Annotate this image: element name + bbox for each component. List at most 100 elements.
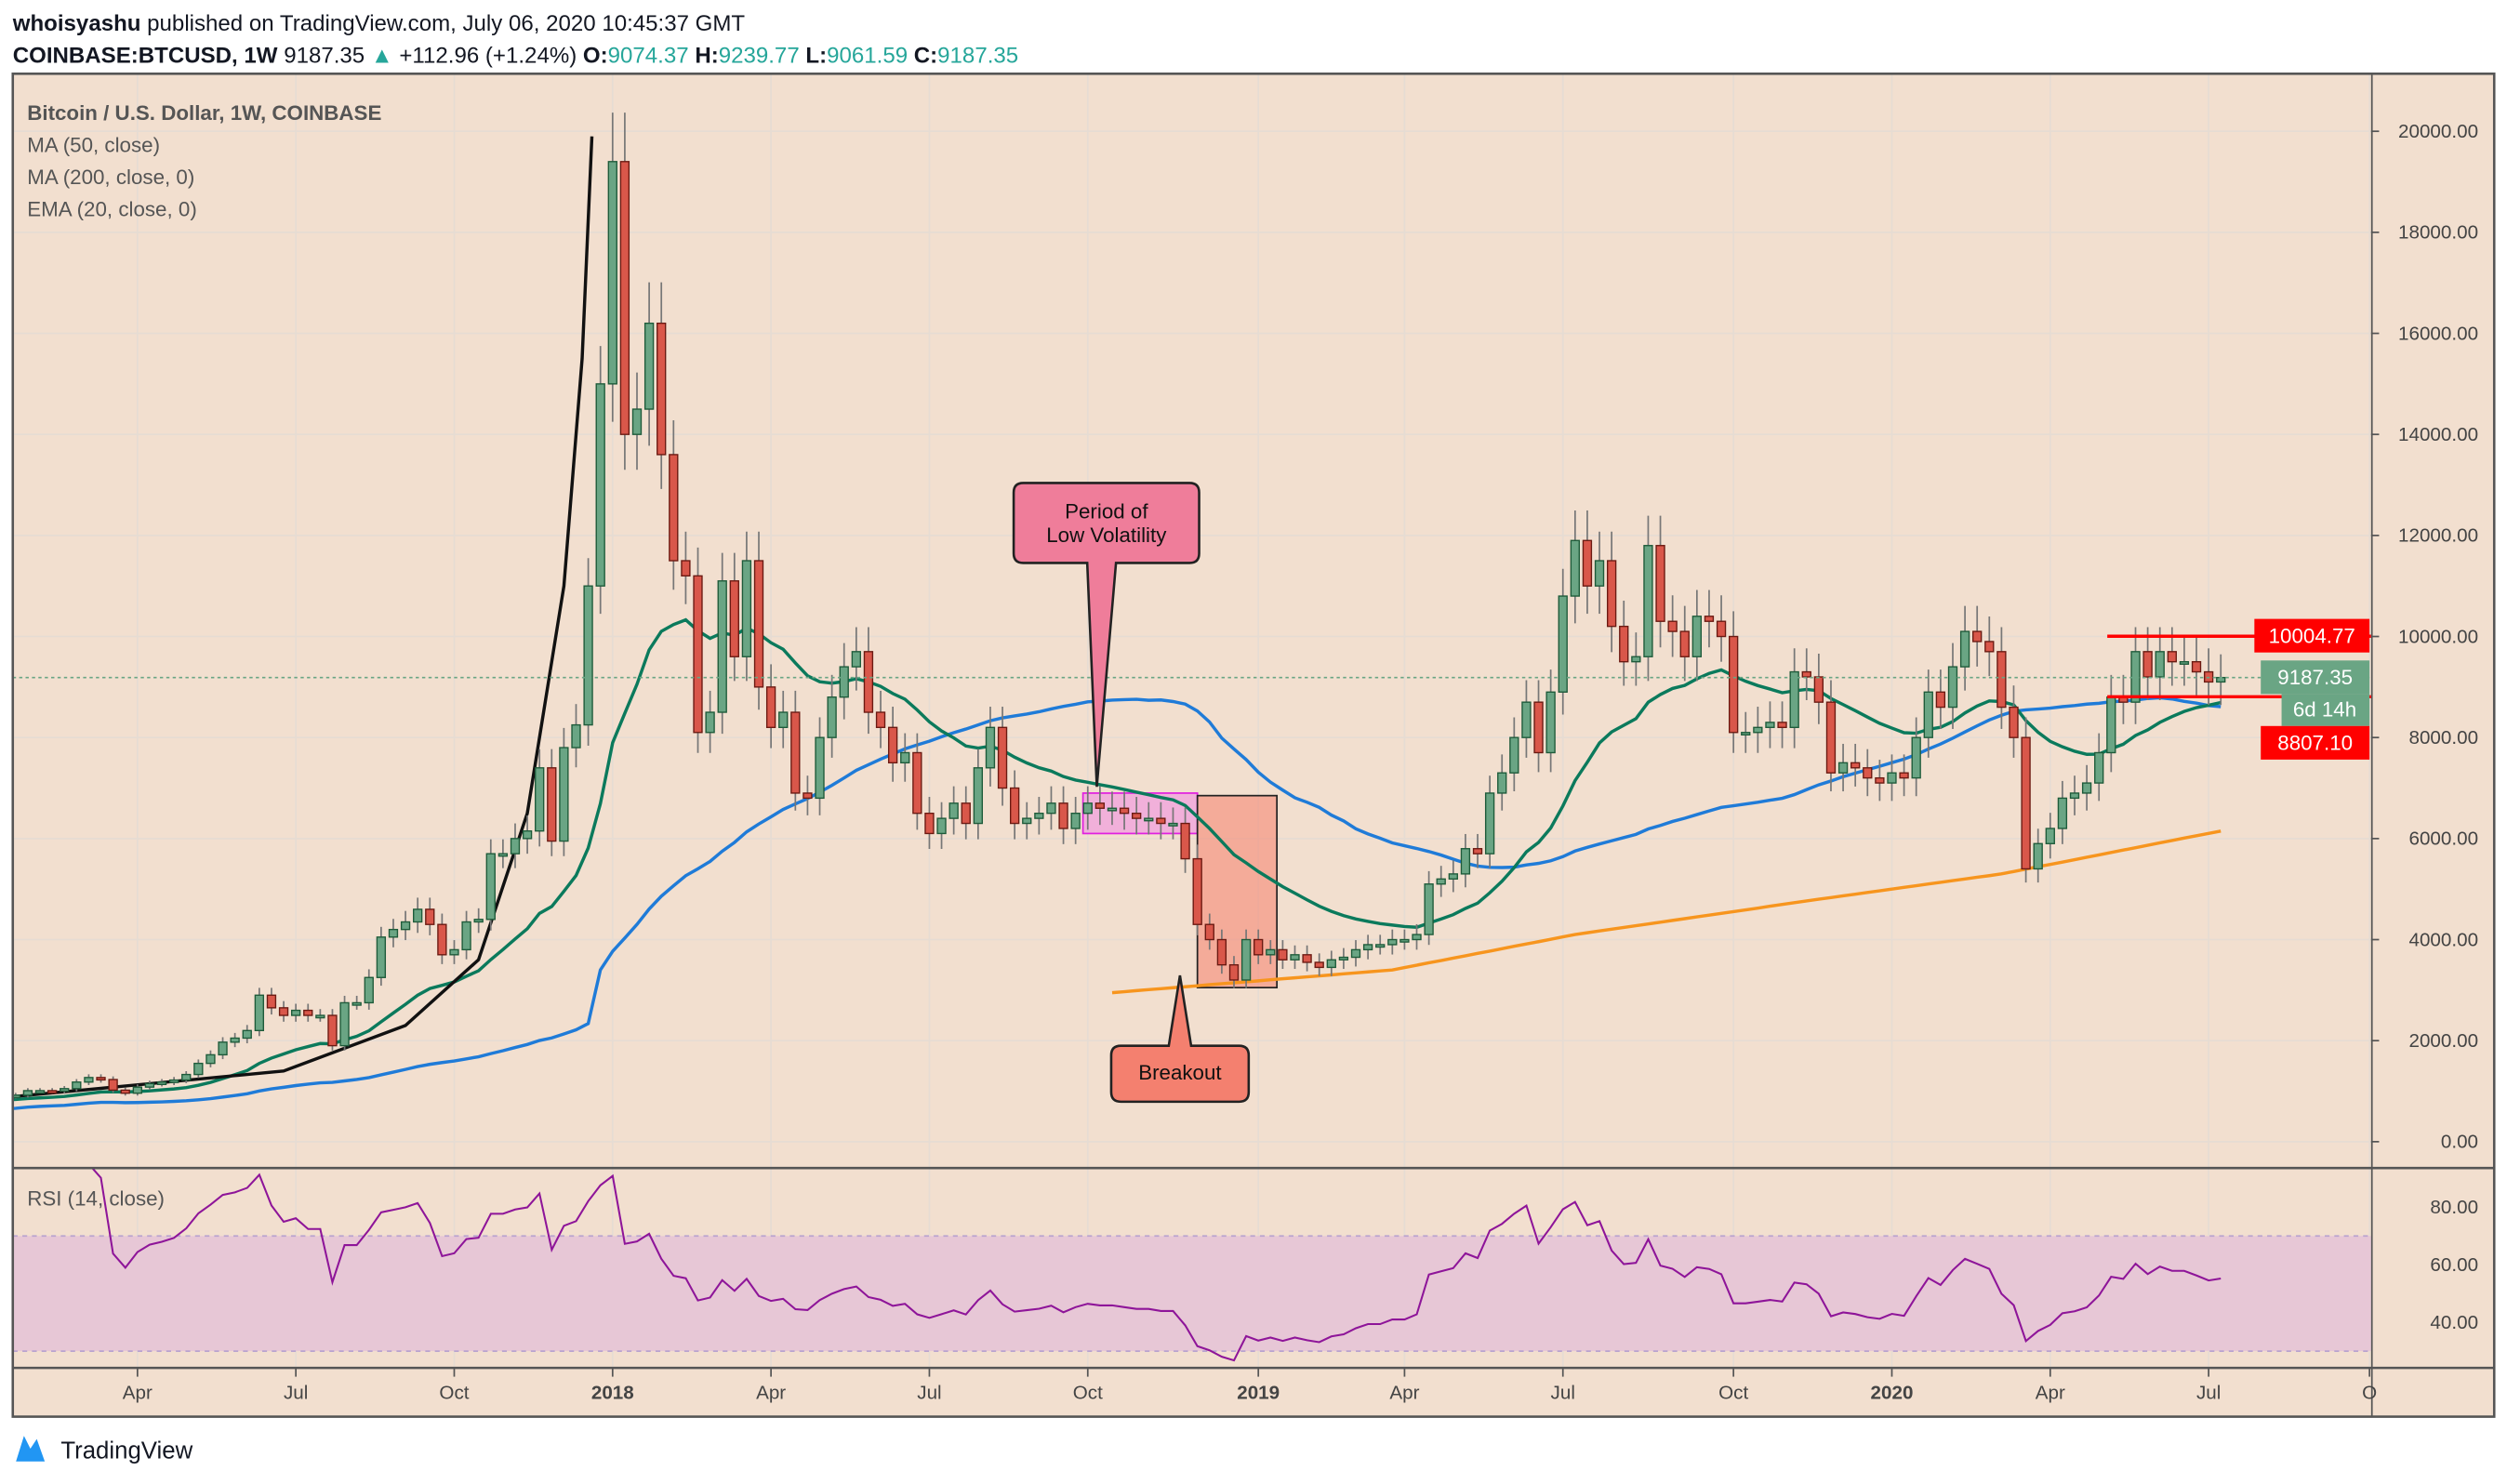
- candle-down: [1863, 767, 1873, 779]
- legend-ma200[interactable]: MA (200, close, 0): [27, 166, 194, 189]
- rsi-tick-label: 40.00: [2430, 1312, 2478, 1333]
- candle-down: [1254, 938, 1264, 956]
- candle-down: [1533, 701, 1544, 754]
- candle-down: [1472, 848, 1483, 855]
- candle-down: [1825, 701, 1837, 774]
- legend-rsi[interactable]: RSI (14, close): [27, 1187, 165, 1211]
- candle-up: [218, 1041, 228, 1056]
- candle-up: [485, 853, 496, 921]
- rsi-tick-label: 60.00: [2430, 1254, 2478, 1276]
- candle-up: [1144, 817, 1154, 822]
- price-label-last: 9187.35: [2261, 660, 2370, 695]
- candle-up: [973, 767, 984, 825]
- candle-up: [1789, 670, 1799, 729]
- candle-down: [1216, 938, 1227, 966]
- candle-down: [753, 560, 764, 688]
- candle-up: [388, 928, 399, 938]
- candle-up: [1240, 938, 1252, 981]
- symbol[interactable]: COINBASE:BTCUSD, 1W: [13, 43, 278, 68]
- price-tick-label: 2000.00: [2408, 1030, 2478, 1052]
- candle-down: [1192, 857, 1202, 925]
- low-volatility-callout: Period of Low Volatility: [1012, 482, 1200, 788]
- publish-info: whoisyashu published on TradingView.com,…: [12, 11, 746, 36]
- legend-ma50[interactable]: MA (50, close): [27, 134, 160, 157]
- candle-down: [961, 802, 971, 825]
- candle-up: [1484, 792, 1495, 855]
- change: +112.96 (+1.24%): [399, 43, 577, 68]
- candle-down: [790, 711, 801, 794]
- candle-down: [2142, 651, 2153, 678]
- candle-up: [132, 1086, 142, 1094]
- chart-background: [12, 73, 2495, 1417]
- up-arrow-icon: ▲: [371, 43, 393, 68]
- price-tick-label: 8000.00: [2408, 727, 2478, 749]
- candle-up: [290, 1009, 301, 1016]
- candle-up: [1911, 736, 1921, 779]
- symbol-info: COINBASE:BTCUSD, 1W 9187.35 ▲ +112.96 (+…: [13, 43, 1018, 68]
- candle-up: [12, 1094, 20, 1099]
- candle-down: [46, 1090, 58, 1094]
- time-tick-label: Oct: [1718, 1383, 1748, 1404]
- breakout-text: Breakout: [1138, 1061, 1222, 1084]
- candle-up: [1460, 848, 1471, 875]
- candle-down: [1996, 651, 2007, 709]
- candle-down: [2191, 660, 2202, 673]
- candle-up: [352, 1001, 362, 1006]
- candle-up: [144, 1082, 155, 1088]
- candle-down: [547, 767, 557, 842]
- tradingview-logo[interactable]: TradingView: [16, 1436, 193, 1464]
- author-name[interactable]: whoisyashu: [12, 11, 141, 36]
- parabolic-curve: [12, 136, 594, 1099]
- candle-down: [120, 1089, 130, 1094]
- candle-up: [741, 560, 752, 657]
- candle-up: [193, 1062, 204, 1076]
- publish-text: published on TradingView.com, July 06, 2…: [147, 11, 745, 36]
- rsi-line: [91, 1169, 2222, 1362]
- candle-up: [1362, 944, 1373, 951]
- candle-down: [729, 580, 739, 657]
- candle-up: [1959, 630, 1970, 668]
- candle-down: [887, 726, 898, 764]
- candle-up: [1448, 873, 1458, 881]
- time-tick-label: Jul: [2196, 1383, 2221, 1404]
- candle-up: [839, 666, 849, 698]
- candle-up: [2081, 782, 2092, 794]
- candle-down: [1009, 787, 1020, 825]
- candle-down: [1180, 822, 1190, 860]
- candle-down: [765, 686, 776, 729]
- price-axis[interactable]: 0.00 2000.00 4000.00 6000.00 8000.00 10000.00…: [2370, 121, 2478, 1153]
- candle-down: [1801, 670, 1811, 678]
- candle-up: [559, 747, 569, 842]
- candle-down: [619, 161, 630, 435]
- candle-down: [327, 1014, 338, 1047]
- candle-up: [1887, 772, 1897, 784]
- candle-up: [1545, 691, 1556, 754]
- candle-up: [631, 408, 643, 435]
- price-tick-label: 14000.00: [2398, 424, 2478, 445]
- candle-down: [803, 792, 813, 800]
- legend-ema20[interactable]: EMA (20, close, 0): [27, 197, 197, 220]
- candle-up: [339, 1001, 350, 1047]
- candle-up: [1837, 762, 1849, 774]
- candle-down: [2009, 706, 2019, 738]
- time-axis[interactable]: Apr Jul Oct 2018 Apr Jul Oct 2019 Apr Jul Oct 2020 A…: [123, 1369, 2377, 1404]
- support-label: 8807.10: [2277, 732, 2353, 755]
- candle-up: [948, 802, 959, 819]
- candle-up: [1412, 934, 1422, 941]
- candles: [12, 113, 2226, 1099]
- candle-up: [522, 830, 533, 840]
- candle-down: [657, 322, 667, 456]
- candle-up: [1570, 539, 1580, 597]
- price-label-support: 8807.10: [2261, 725, 2370, 760]
- candle-up: [1923, 691, 1933, 738]
- chart-title: Bitcoin / U.S. Dollar, 1W, COINBASE: [27, 101, 381, 125]
- candle-down: [669, 454, 679, 562]
- candle-down: [1729, 635, 1739, 734]
- price-tick-label: 16000.00: [2398, 323, 2478, 344]
- ma50-line: [12, 696, 2222, 1110]
- candle-down: [1606, 560, 1617, 628]
- candle-up: [2069, 792, 2080, 800]
- last-price: 9187.35: [284, 43, 365, 68]
- candle-up: [643, 322, 655, 410]
- candle-up: [1631, 656, 1641, 663]
